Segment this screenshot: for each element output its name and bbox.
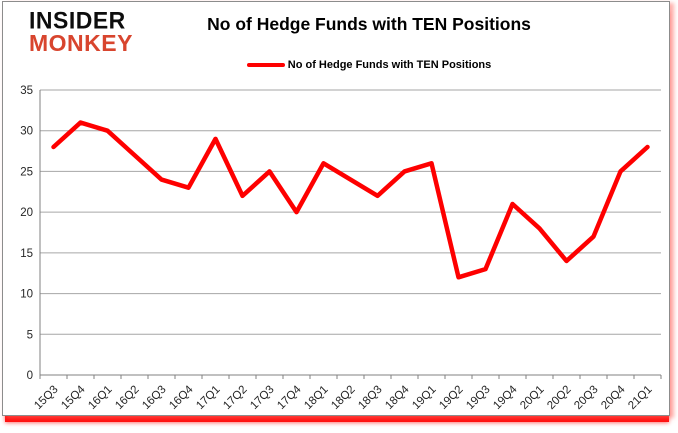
logo-line-monkey: MONKEY — [29, 30, 133, 57]
legend-line-swatch-icon — [246, 63, 285, 67]
svg-text:20Q1: 20Q1 — [518, 384, 546, 412]
svg-text:15: 15 — [20, 248, 33, 260]
insider-monkey-logo: INSIDER MONKEY — [29, 6, 133, 57]
svg-text:15Q3: 15Q3 — [32, 384, 60, 412]
svg-text:18Q2: 18Q2 — [329, 384, 357, 412]
svg-text:17Q4: 17Q4 — [275, 383, 304, 412]
svg-text:19Q2: 19Q2 — [437, 384, 465, 412]
svg-text:17Q3: 17Q3 — [248, 384, 276, 412]
svg-text:16Q2: 16Q2 — [113, 384, 141, 412]
svg-text:5: 5 — [27, 329, 33, 341]
svg-text:21Q1: 21Q1 — [626, 384, 654, 412]
chart-title: No of Hedge Funds with TEN Positions — [207, 14, 531, 34]
svg-text:17Q1: 17Q1 — [194, 384, 222, 412]
svg-text:30: 30 — [20, 126, 33, 138]
axes — [39, 90, 662, 379]
line-chart: 0510152025303515Q315Q416Q116Q216Q316Q417… — [20, 85, 662, 412]
svg-text:19Q3: 19Q3 — [464, 384, 492, 412]
svg-text:18Q3: 18Q3 — [356, 384, 384, 412]
svg-text:18Q4: 18Q4 — [383, 383, 412, 412]
series-line — [51, 120, 650, 280]
svg-text:20Q4: 20Q4 — [599, 383, 628, 412]
chart-card: INSIDER MONKEY No of Hedge Funds with TE… — [2, 1, 670, 416]
svg-text:20Q3: 20Q3 — [572, 384, 600, 412]
logo-line-insider: INSIDER — [29, 6, 126, 34]
gridlines — [40, 89, 661, 335]
svg-text:0: 0 — [27, 370, 33, 382]
y-axis-labels: 0 5 10 15 20 25 30 35 — [20, 85, 33, 382]
svg-text:10: 10 — [20, 289, 33, 301]
svg-text:15Q4: 15Q4 — [59, 383, 88, 412]
svg-text:20: 20 — [20, 207, 33, 219]
svg-text:19Q1: 19Q1 — [410, 384, 438, 412]
legend: No of Hedge Funds with TEN Positions — [73, 59, 665, 71]
svg-text:25: 25 — [20, 166, 33, 178]
svg-text:16Q1: 16Q1 — [86, 384, 114, 412]
x-axis-labels: 15Q315Q416Q116Q216Q316Q417Q117Q217Q317Q4… — [32, 383, 654, 412]
svg-text:18Q1: 18Q1 — [302, 384, 330, 412]
legend-label: No of Hedge Funds with TEN Positions — [287, 59, 492, 71]
svg-text:16Q3: 16Q3 — [140, 384, 168, 412]
svg-text:16Q4: 16Q4 — [167, 383, 196, 412]
svg-text:35: 35 — [20, 85, 33, 97]
svg-text:20Q2: 20Q2 — [545, 384, 573, 412]
svg-text:19Q4: 19Q4 — [491, 383, 520, 412]
svg-text:17Q2: 17Q2 — [221, 384, 249, 412]
